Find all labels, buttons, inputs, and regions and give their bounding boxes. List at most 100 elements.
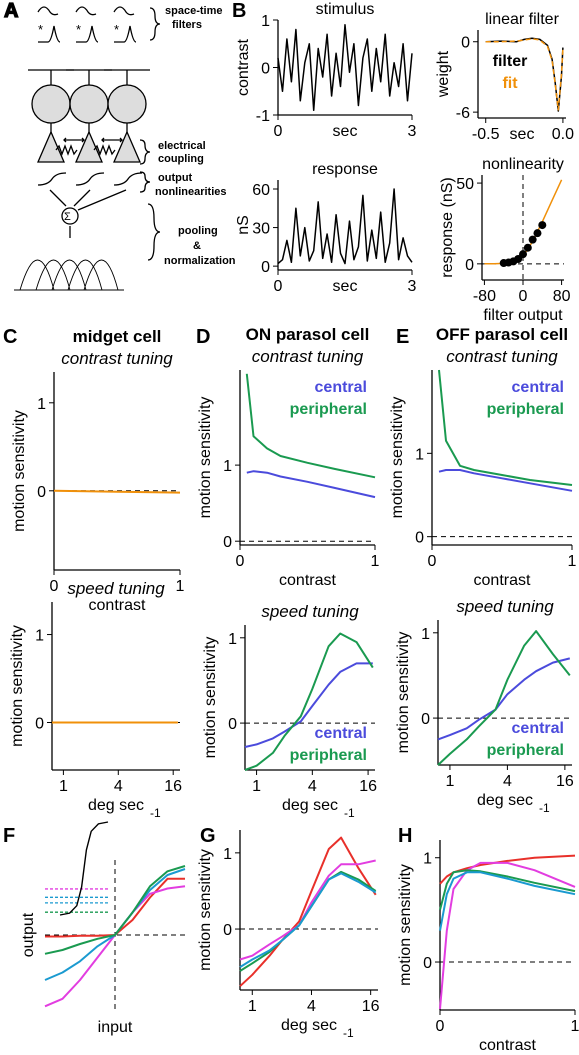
panel-label: E	[396, 326, 409, 348]
x-tick-label: 0	[428, 553, 437, 570]
x-tick-label: 1	[571, 1018, 579, 1035]
y-axis-label: motion sensitivity	[11, 410, 28, 532]
y-tick-label: 1	[223, 458, 232, 475]
panel-label: B	[232, 0, 246, 22]
y-tick-label: 0	[261, 259, 270, 276]
y-tick-label: 0	[261, 61, 270, 78]
x-label-superscript: -1	[150, 806, 161, 820]
y-axis-label: contrast	[235, 38, 252, 95]
y-axis-label: motion sensitivity	[197, 397, 214, 519]
series-line	[239, 836, 377, 987]
cells	[14, 70, 147, 291]
series-line	[53, 489, 181, 494]
x-axis-label: deg sec	[282, 797, 338, 814]
inset-curve	[59, 821, 109, 916]
diagram-label: normalization	[164, 255, 236, 267]
data-point	[519, 250, 527, 259]
y-tick-label: 0	[37, 484, 46, 501]
x-tick-label: 3	[408, 123, 417, 140]
filters	[28, 6, 150, 71]
x-tick-label: 1	[445, 773, 454, 790]
x-tick-label: 0	[274, 278, 283, 295]
x-tick-label: 1	[176, 578, 185, 595]
y-axis-label: motion sensitivity	[395, 632, 412, 754]
series-line	[44, 865, 186, 955]
x-tick-label: 0	[50, 578, 59, 595]
data-point	[514, 255, 523, 263]
panel-label: A	[4, 0, 18, 22]
x-tick-label: 16	[556, 773, 574, 790]
legend-entry: central	[512, 720, 564, 737]
x-tick-label: 16	[359, 778, 377, 795]
series-line	[485, 38, 564, 111]
y-tick-label: 30	[252, 221, 270, 238]
x-label-superscript: -1	[344, 806, 355, 820]
y-tick-label: 1	[423, 851, 432, 868]
x-tick-label: 1	[371, 553, 380, 570]
x-tick-label: 1	[59, 778, 68, 795]
x-axis-label: filter output	[483, 307, 563, 324]
y-tick-label: 0	[465, 257, 474, 274]
legend-entry: peripheral	[290, 747, 367, 764]
x-tick-label: 4	[307, 998, 316, 1015]
diagram-label: electrical	[158, 140, 206, 152]
diagram-label: output	[158, 172, 193, 184]
y-tick-label: 1	[421, 626, 430, 643]
y-axis-label: motion sensitivity	[202, 637, 219, 759]
subtitle: speed tuning	[456, 597, 554, 616]
subtitle: speed tuning	[261, 602, 359, 621]
conv-symbol: *	[76, 22, 81, 37]
x-label-superscript: -1	[343, 1026, 354, 1040]
chart-title: nonlinearity	[482, 156, 564, 173]
x-tick-label: 16	[362, 998, 380, 1015]
data-point	[533, 229, 542, 238]
y-tick-label: -1	[256, 108, 270, 125]
chart-title: response	[312, 161, 378, 178]
subtitle: contrast tuning	[61, 349, 173, 368]
y-tick-label: 0	[35, 716, 44, 733]
data-point	[528, 235, 537, 244]
sum-symbol: Σ	[64, 211, 71, 223]
y-tick-label: 0	[223, 534, 232, 551]
chart-title: ON parasol cell	[246, 325, 370, 344]
legend-entry: peripheral	[290, 401, 367, 418]
y-tick-label: 50	[456, 176, 474, 193]
subtitle: contrast tuning	[252, 347, 364, 366]
x-tick-label: 16	[164, 778, 182, 795]
y-axis-label: motion sensitivity	[397, 864, 414, 986]
diagram-label: nonlinearities	[155, 186, 227, 198]
legend-entry: central	[315, 725, 367, 742]
x-tick-label: 0	[274, 123, 283, 140]
x-label-superscript: -1	[539, 801, 550, 815]
series-line	[438, 469, 573, 492]
y-axis-label: output	[20, 912, 37, 957]
y-tick-label: 0	[461, 35, 470, 52]
chart-title: stimulus	[316, 1, 375, 18]
brace	[139, 7, 161, 261]
x-tick-label: -0.5	[472, 126, 500, 143]
x-tick-label: 4	[308, 778, 317, 795]
x-tick-label: 4	[503, 773, 512, 790]
diagram: A * * * Σ space-time filters electrical …	[3, 0, 236, 291]
diagram-label: filters	[172, 19, 202, 31]
legend-entry: fit	[502, 75, 518, 92]
y-tick-label: 1	[228, 631, 237, 648]
x-axis-label: sec	[510, 126, 535, 143]
x-axis-label: sec	[333, 123, 358, 140]
series-line	[437, 657, 571, 741]
series-line	[439, 861, 576, 1010]
y-tick-label: 0	[228, 716, 237, 733]
y-axis-label: motion sensitivity	[9, 625, 26, 747]
y-tick-label: 0	[421, 711, 430, 728]
legend-entry: filter	[493, 53, 528, 70]
y-axis-label: response (nS)	[439, 177, 456, 278]
y-tick-label: 1	[261, 13, 270, 30]
series-line	[239, 872, 377, 968]
panel-label: F	[3, 825, 15, 847]
panel-label: C	[3, 326, 17, 348]
legend-entry: peripheral	[487, 401, 564, 418]
panel-label: G	[200, 825, 216, 847]
chart-title: midget cell	[73, 327, 162, 346]
x-axis-label: sec	[333, 278, 358, 295]
x-tick-label: 0	[519, 288, 528, 305]
